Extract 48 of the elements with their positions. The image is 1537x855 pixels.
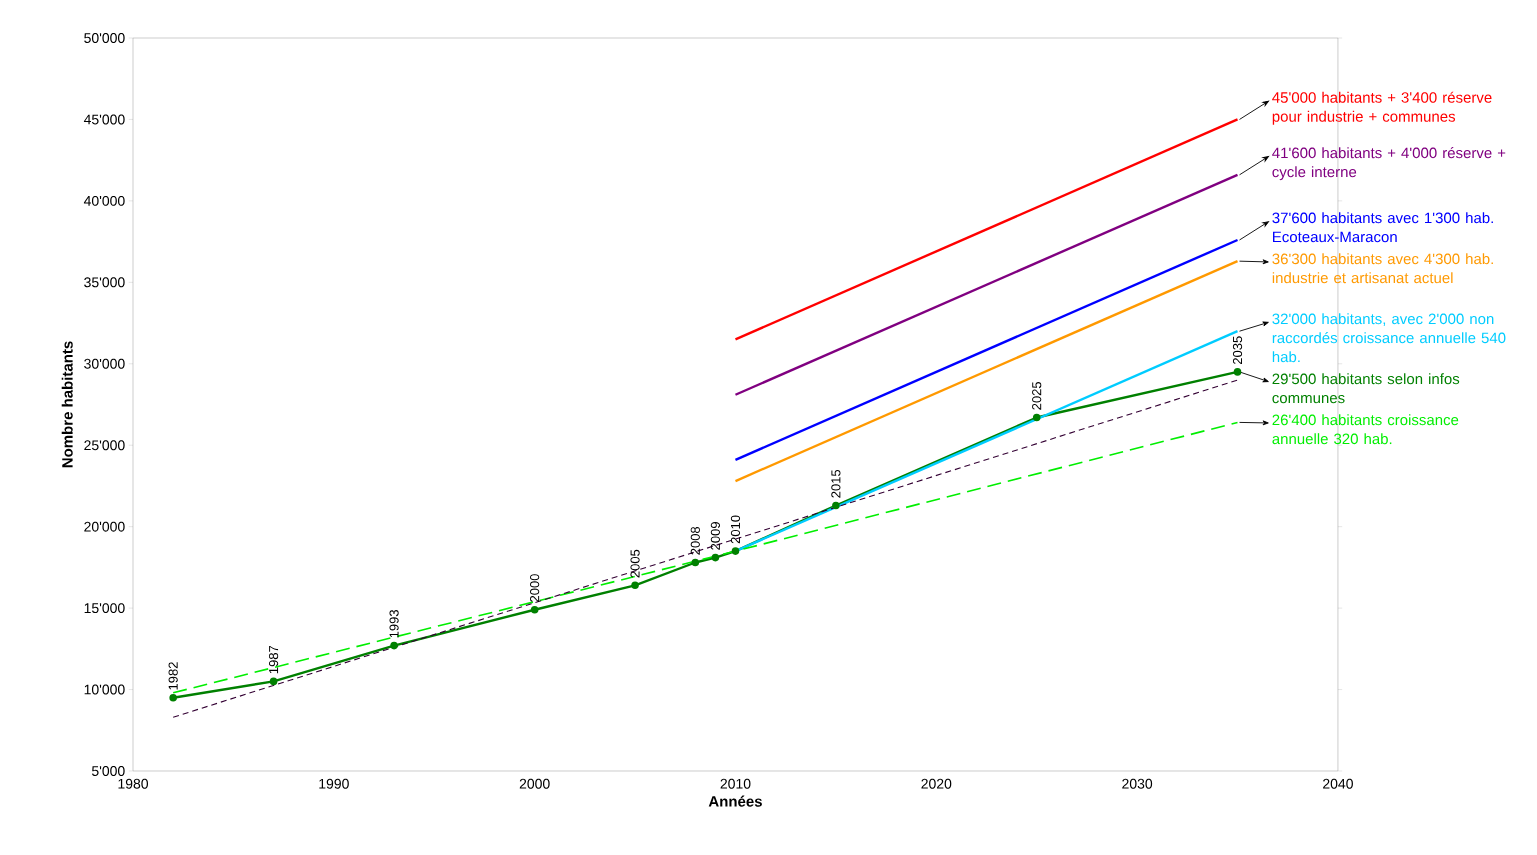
- annotation: 2015: [831, 469, 841, 498]
- annotation: 1982: [168, 662, 178, 690]
- x-tick-label: 2020: [921, 778, 952, 789]
- annotation: 2025: [1032, 381, 1042, 410]
- x-axis-title: Années: [708, 795, 762, 807]
- point: [711, 553, 720, 562]
- point: [530, 605, 539, 614]
- text: 37'600 habitants avec 1'300 hab. Ecoteaux-Maracon: [1272, 212, 1493, 243]
- y-tick-label: 10'000: [84, 684, 125, 695]
- point: [169, 693, 177, 702]
- y-tick-label: 50'000: [84, 33, 125, 43]
- y-tick-label: 15'000: [84, 603, 125, 614]
- x-tick-label: 1980: [118, 778, 149, 789]
- annotation: 2009: [710, 522, 720, 550]
- annotation: 2035: [1232, 336, 1243, 365]
- point: [269, 677, 278, 686]
- annotation: 2000: [530, 574, 540, 602]
- y-tick-label: 35'000: [84, 277, 125, 288]
- point: [390, 641, 398, 650]
- text: 32'000 habitants, avec 2'000 non raccordés croissance annuelle 540 hab.: [1272, 313, 1506, 363]
- point: [691, 558, 700, 567]
- annotation: 2005: [630, 549, 640, 578]
- y-tick-label: 5'000: [91, 766, 125, 776]
- y-tick-label: 40'000: [83, 195, 125, 206]
- x-tick-label: 2000: [519, 778, 550, 789]
- annotation: 1987: [268, 645, 279, 674]
- text: 45'000 habitants + 3'400 réserve pour industrie + communes: [1272, 91, 1492, 125]
- x-tick-label: 2010: [720, 778, 751, 789]
- y-axis-title: Nombre habitants: [61, 341, 73, 468]
- annotation: 2008: [690, 526, 700, 555]
- x-tick-label: 2030: [1122, 778, 1153, 789]
- point: [832, 501, 840, 510]
- text: 36'300 habitants avec 4'300 hab. industrie et artisanat actuel: [1272, 253, 1493, 284]
- annotation: 1993: [389, 610, 399, 638]
- y-tick-label: 20'000: [84, 521, 125, 532]
- point: [1032, 413, 1041, 422]
- x-tick-label: 1990: [319, 778, 349, 789]
- text: 26'400 habitants croissance annuelle 320 hab.: [1272, 414, 1459, 445]
- text: 29'500 habitants selon infos communes: [1272, 373, 1460, 404]
- text: 41'600 habitants + 4'000 réserve + cycle interne: [1272, 147, 1506, 181]
- point: [731, 547, 740, 555]
- annotation: 2010: [730, 515, 741, 544]
- y-tick-label: 30'000: [84, 358, 125, 369]
- x-tick-label: 2040: [1323, 778, 1353, 789]
- y-tick-label: 25'000: [84, 440, 125, 451]
- point: [631, 581, 639, 590]
- y-tick-label: 45'000: [83, 114, 125, 125]
- point: [1233, 368, 1242, 376]
